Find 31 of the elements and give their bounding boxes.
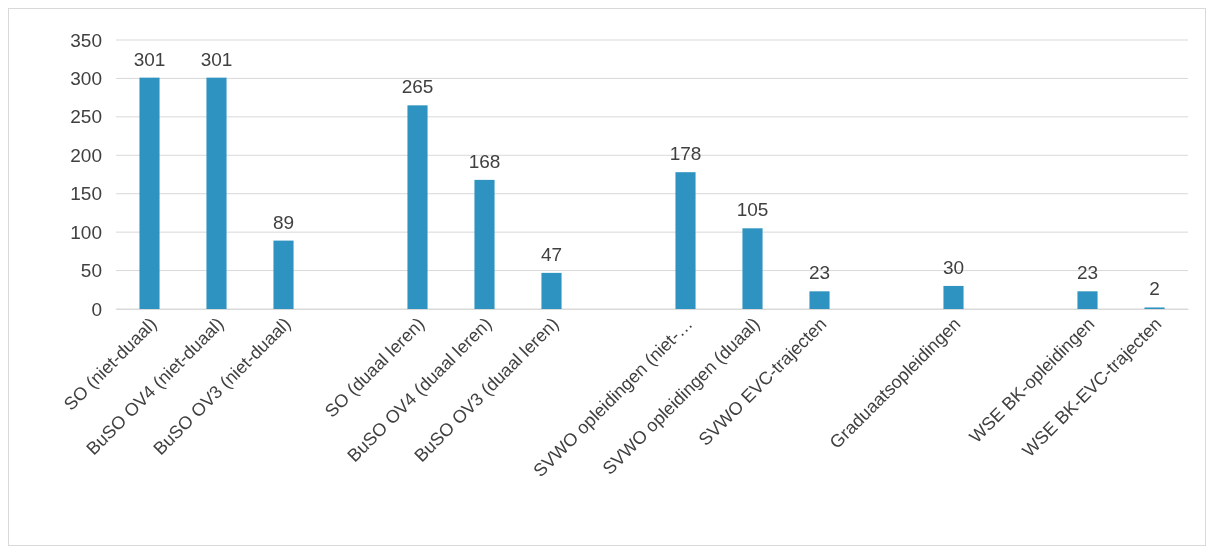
bar xyxy=(675,172,696,309)
data-label: 30 xyxy=(942,256,965,278)
y-tick-label: 100 xyxy=(70,221,102,243)
bar xyxy=(943,285,964,309)
y-tick-label: 50 xyxy=(80,260,102,282)
y-tick-label: 250 xyxy=(70,106,102,128)
data-label: 301 xyxy=(200,48,233,70)
y-tick-label: 150 xyxy=(70,183,102,205)
y-tick-label: 300 xyxy=(70,68,102,90)
bar xyxy=(407,105,428,309)
y-tick-label: 350 xyxy=(70,29,102,51)
bar xyxy=(139,77,160,309)
data-label: 23 xyxy=(808,262,831,284)
bar xyxy=(1077,291,1098,309)
data-label: 89 xyxy=(272,211,295,233)
data-label: 105 xyxy=(736,199,769,221)
data-label: 265 xyxy=(401,76,434,98)
bar xyxy=(474,179,495,309)
bar xyxy=(809,291,830,309)
bar xyxy=(273,240,294,309)
bar xyxy=(206,77,227,309)
y-tick-label: 200 xyxy=(70,144,102,166)
data-label: 168 xyxy=(468,150,501,172)
bar xyxy=(742,228,763,309)
data-label: 2 xyxy=(1149,278,1160,300)
data-label: 47 xyxy=(540,243,563,265)
bar xyxy=(541,272,562,309)
data-label: 301 xyxy=(133,48,166,70)
y-tick-label: 0 xyxy=(91,298,102,320)
data-label: 178 xyxy=(669,143,702,165)
data-label: 23 xyxy=(1076,262,1099,284)
